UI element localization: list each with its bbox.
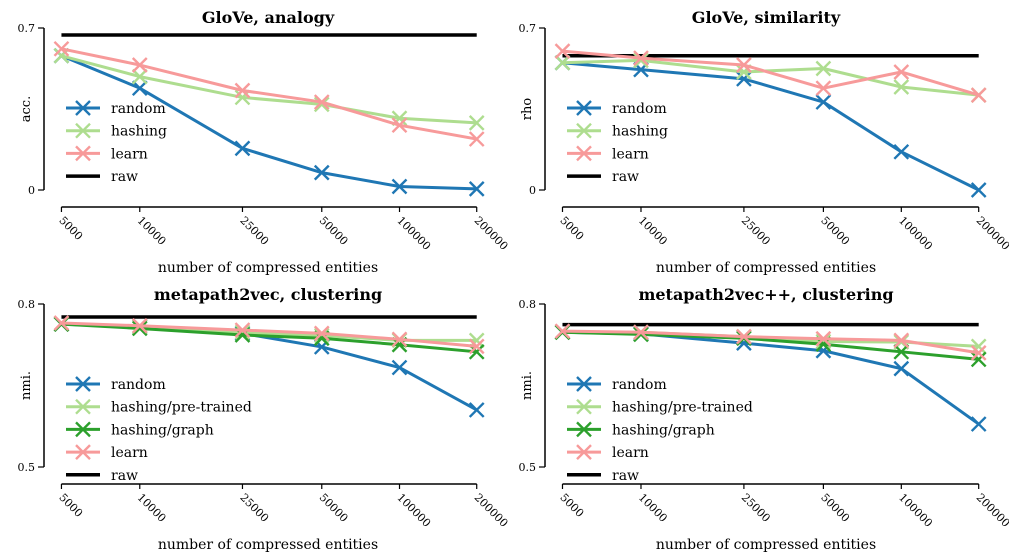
legend-item-random: random	[66, 101, 166, 117]
y-tick-label: 0	[28, 184, 35, 197]
y-axis-label: acc.	[19, 96, 34, 122]
x-tick-label: 10000	[636, 491, 670, 525]
y-tick-label: 0.8	[18, 298, 36, 311]
legend-item-learn: learn	[567, 445, 649, 461]
x-tick-label: 50000	[818, 491, 852, 525]
x-tick-label: 200000	[974, 214, 1009, 253]
legend-label: hashing/pre-trained	[111, 400, 252, 416]
legend-item-hashing: hashing	[567, 124, 668, 140]
x-tick-label: 25000	[739, 214, 773, 248]
legend-label: hashing/graph	[111, 422, 214, 438]
legend-label: random	[111, 101, 166, 117]
point-random-10000	[133, 81, 147, 95]
legend-label: learn	[111, 445, 148, 461]
x-tick-label: 5000	[557, 214, 586, 243]
x-tick-label: 10000	[135, 491, 169, 525]
chart-panel-metapath2vec-clustering: metapath2vec, clustering 0.5 0.8 nmi. 5000 10…	[18, 285, 511, 553]
legend-item-hashing-pre-trained: hashing/pre-trained	[66, 400, 252, 416]
y-axis-label: nmi.	[19, 371, 34, 400]
chart-title: metapath2vec, clustering	[154, 285, 382, 304]
y-tick-label: 0	[529, 184, 536, 197]
legend-label: random	[111, 377, 166, 393]
x-tick-label: 100000	[896, 491, 935, 530]
legend-item-random: random	[567, 101, 667, 117]
x-axis-label: number of compressed entities	[656, 537, 876, 553]
legend-label: hashing/pre-trained	[612, 400, 753, 416]
x-tick-label: 50000	[818, 214, 852, 248]
chart-panel-glove-similarity: GloVe, similarity 0 0.7 rho 5000 10000 25000 50…	[519, 8, 1009, 276]
point-random-100000	[894, 145, 908, 159]
legend-item-hashing-graph: hashing/graph	[567, 422, 715, 438]
legend-item-learn: learn	[66, 445, 148, 461]
x-tick-label: 25000	[237, 491, 271, 525]
legend-item-hashing-graph: hashing/graph	[66, 422, 214, 438]
legend-label: learn	[111, 146, 148, 162]
x-axis-label: number of compressed entities	[656, 260, 876, 276]
legend-label: hashing	[612, 124, 668, 140]
legend-item-learn: learn	[567, 146, 649, 162]
y-axis-label: rho	[520, 98, 535, 121]
point-random-200000	[972, 417, 986, 431]
point-random-200000	[972, 183, 986, 197]
x-axis-label: number of compressed entities	[158, 260, 378, 276]
legend: random hashing learn raw	[66, 101, 167, 185]
x-tick-label: 50000	[317, 214, 351, 248]
x-tick-label: 25000	[739, 491, 773, 525]
legend-label: raw	[111, 468, 138, 484]
chart-title: GloVe, analogy	[202, 8, 335, 27]
x-tick-label: 200000	[974, 491, 1009, 530]
x-tick-label: 5000	[56, 491, 85, 520]
x-tick-label: 5000	[557, 491, 586, 520]
legend: random hashing/pre-trained hashing/graph le…	[66, 377, 252, 484]
series-learn	[555, 44, 985, 102]
y-tick-label: 0.5	[18, 461, 36, 474]
y-tick-label: 0.7	[18, 22, 36, 35]
legend-item-random: random	[567, 377, 667, 393]
legend-label: raw	[612, 468, 639, 484]
legend-label: learn	[612, 445, 649, 461]
chart-panel-metapath2vec-clustering: metapath2vec++, clustering 0.5 0.8 nmi. 5000…	[519, 285, 1009, 553]
x-tick-label: 5000	[56, 214, 85, 243]
legend-label: raw	[111, 169, 138, 185]
legend-item-raw: raw	[66, 169, 138, 185]
legend-label: random	[612, 377, 667, 393]
x-tick-label: 10000	[135, 214, 169, 248]
x-tick-label: 100000	[896, 214, 935, 253]
point-random-200000	[470, 403, 484, 417]
y-tick-label: 0.8	[519, 298, 537, 311]
chart-title: metapath2vec++, clustering	[638, 285, 893, 304]
legend-item-random: random	[66, 377, 166, 393]
x-tick-label: 100000	[394, 214, 433, 253]
x-tick-label: 25000	[237, 214, 271, 248]
y-tick-label: 0.5	[519, 461, 537, 474]
legend-item-raw: raw	[66, 468, 138, 484]
x-tick-label: 50000	[317, 491, 351, 525]
x-tick-label: 10000	[636, 214, 670, 248]
legend-label: random	[612, 101, 667, 117]
chart-title: GloVe, similarity	[692, 8, 841, 27]
x-tick-label: 200000	[472, 491, 511, 530]
y-axis-label: nmi.	[520, 371, 535, 400]
legend-label: raw	[612, 169, 639, 185]
legend-item-raw: raw	[567, 169, 639, 185]
legend-label: hashing/graph	[612, 422, 715, 438]
legend-label: hashing	[111, 124, 167, 140]
legend-item-learn: learn	[66, 146, 148, 162]
legend: random hashing/pre-trained hashing/graph le…	[567, 377, 753, 484]
legend-item-hashing: hashing	[66, 124, 167, 140]
legend: random hashing learn raw	[567, 101, 668, 185]
x-tick-label: 100000	[394, 491, 433, 530]
x-axis-label: number of compressed entities	[158, 537, 378, 553]
x-tick-label: 200000	[472, 214, 511, 253]
y-tick-label: 0.7	[519, 22, 537, 35]
legend-label: learn	[612, 146, 649, 162]
legend-item-raw: raw	[567, 468, 639, 484]
chart-panel-glove-analogy: GloVe, analogy 0 0.7 acc. 5000 10000 25000 5000…	[18, 8, 511, 276]
legend-item-hashing-pre-trained: hashing/pre-trained	[567, 400, 753, 416]
